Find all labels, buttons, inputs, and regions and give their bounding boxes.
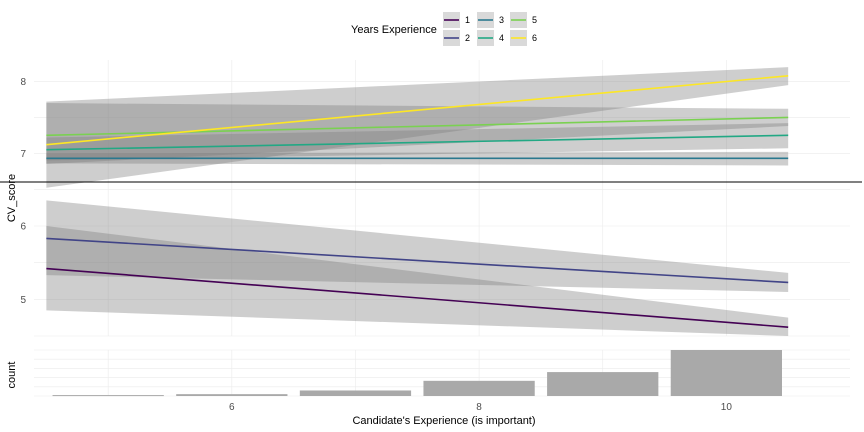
count-bar [52, 395, 164, 397]
y-tick-label: 8 [20, 77, 26, 88]
count-bar [547, 372, 659, 396]
x-tick-label: 10 [721, 402, 733, 413]
y-tick-label: 7 [20, 149, 26, 160]
count-bar [670, 350, 782, 396]
count-bar [423, 380, 535, 396]
legend-label-4: 4 [499, 33, 504, 43]
panel-cv-score-lower: 56 [20, 182, 850, 337]
panel-cv-score-upper: 78 [20, 60, 850, 188]
x-axis-title: Candidate's Experience (is important) [352, 415, 535, 427]
confidence-band-1 [46, 226, 789, 336]
legend: Years Experience 1 2 3 4 5 6 [351, 12, 537, 46]
confidence-band-5 [46, 103, 789, 165]
series-line-5 [46, 116, 789, 137]
series-line-6 [46, 74, 789, 146]
x-tick-labels: 6 8 10 [229, 402, 732, 413]
x-tick-label: 6 [229, 402, 235, 413]
series-line-2 [46, 237, 789, 284]
legend-label-2: 2 [465, 33, 470, 43]
series-line-1 [46, 267, 789, 328]
confidence-band-2 [46, 200, 789, 292]
series-line-4 [46, 134, 789, 151]
legend-title: Years Experience [351, 24, 437, 36]
panel-count-histogram [34, 349, 850, 397]
count-axis-title: count [6, 362, 18, 389]
y-tick-label: 5 [20, 295, 26, 306]
count-bar [176, 394, 288, 396]
y-axis-title: CV_score [6, 174, 18, 222]
count-bar [299, 390, 412, 396]
y-tick-label: 6 [20, 222, 26, 233]
legend-label-5: 5 [532, 15, 537, 25]
legend-label-3: 3 [499, 15, 504, 25]
x-tick-label: 8 [476, 402, 482, 413]
legend-label-1: 1 [465, 15, 470, 25]
legend-label-6: 6 [532, 33, 537, 43]
